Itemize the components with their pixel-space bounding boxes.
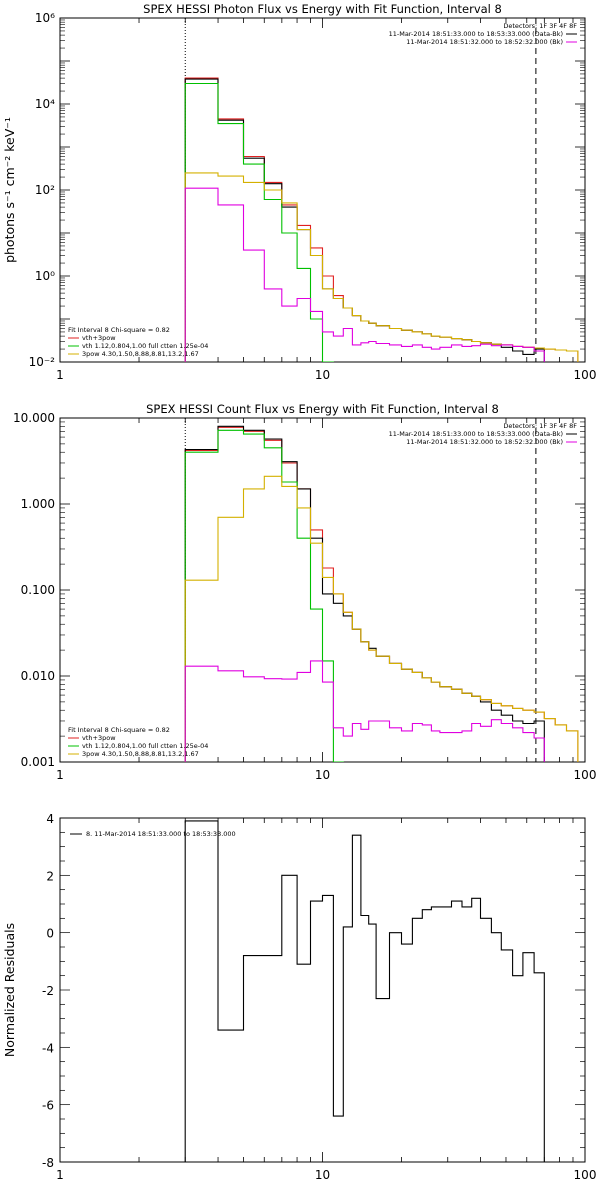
chart-title: SPEX HESSI Count Flux vs Energy with Fit…: [146, 402, 499, 416]
y-tick-label: 10⁴: [35, 97, 55, 111]
plot-frame: [59, 817, 586, 1163]
y-tick-label: 10⁶: [35, 11, 55, 25]
data-series: [184, 820, 545, 1162]
legend-top-entry: 11-Mar-2014 18:51:33.000 to 18:53:33.000…: [389, 30, 563, 38]
data-series: [184, 77, 579, 362]
x-tick-label: 10: [315, 1168, 330, 1182]
histogram-1-series: [184, 78, 545, 362]
legend-bottom-entry: vth+3pow: [82, 334, 116, 342]
x-tick-label: 1: [56, 1168, 64, 1182]
legend-bottom-entry: Fit Interval 8 Chi-square = 0.82: [68, 326, 170, 334]
histogram-4-series: [184, 660, 545, 762]
chart-title: SPEX HESSI Photon Flux vs Energy with Fi…: [143, 2, 502, 16]
legend-top-entry: 11-Mar-2014 18:51:32.000 to 18:52:32.000…: [406, 38, 563, 46]
panel-residuals: 1 10 100 -8 -6 -4 -2 0 2 4 Normalized Residuals 8. …: [2, 812, 596, 1182]
data-series: [184, 425, 579, 762]
legend-bottom-entry: vth 1.12,0.804,1.00 full ctten 1.25e-04: [82, 742, 208, 750]
y-tick-label: 10²: [35, 183, 55, 197]
y-tick-label: 0.100: [21, 583, 55, 597]
vth-series: [184, 82, 334, 362]
legend-bottom-entry: 3pow 4.30,1.50,8.88,8.81,13.2,1.67: [82, 750, 199, 758]
y-tick-label: 0: [46, 927, 54, 941]
panel-photon: SPEX HESSI Photon Flux vs Energy with Fi…: [2, 2, 596, 382]
y-tick-label: -6: [42, 1099, 54, 1113]
y-tick-label: -2: [42, 984, 54, 998]
y-tick-label: -8: [42, 1156, 54, 1170]
vth-series: [184, 429, 344, 762]
legend-top-entry: Detectors: 1F 3F 4F 8F: [503, 422, 577, 430]
histogram-0-series: [184, 820, 545, 1162]
histogram-1-series: [184, 425, 545, 762]
legend-bottom-entry: 3pow 4.30,1.50,8.88,8.81,13.2,1.67: [82, 350, 199, 358]
panel-count: SPEX HESSI Count Flux vs Energy with Fit…: [13, 402, 596, 782]
y-tick-label: -4: [42, 1041, 54, 1055]
y-tick-label: 0.010: [21, 669, 55, 683]
3pow-series: [184, 475, 579, 762]
legend-bottom-entry: vth 1.12,0.804,1.00 full ctten 1.25e-04: [82, 342, 208, 350]
y-tick-label: 1.000: [21, 497, 55, 511]
x-tick-label: 1: [56, 368, 64, 382]
y-axis-label: photons s⁻¹ cm⁻² keV⁻¹: [2, 117, 17, 263]
legend-entry: 8. 11-Mar-2014 18:51:33.000 to 18:53:33.…: [86, 830, 236, 838]
y-axis-label: Normalized Residuals: [2, 923, 17, 1057]
legend-top-entry: 11-Mar-2014 18:51:32.000 to 18:52:32.000…: [406, 438, 563, 446]
y-tick-label: 10⁰: [35, 269, 55, 283]
x-tick-label: 100: [574, 1168, 597, 1182]
legend-bottom-entry: vth+3pow: [82, 734, 116, 742]
x-tick-label: 100: [574, 768, 597, 782]
x-tick-label: 1: [56, 768, 64, 782]
y-tick-label: 2: [46, 869, 54, 883]
y-tick-label: 10.000: [13, 411, 55, 425]
plot-frame: [59, 17, 586, 363]
vth-3pow-series: [184, 426, 579, 762]
histogram-4-series: [184, 187, 545, 362]
vth-3pow-series: [184, 77, 579, 362]
x-tick-label: 10: [315, 368, 330, 382]
y-tick-label: 10⁻²: [29, 355, 56, 369]
legend-bottom-entry: Fit Interval 8 Chi-square = 0.82: [68, 726, 170, 734]
y-tick-label: 0.001: [21, 755, 55, 769]
x-tick-label: 10: [315, 768, 330, 782]
y-tick-label: 4: [46, 812, 54, 826]
legend-top-entry: 11-Mar-2014 18:51:33.000 to 18:53:33.000…: [389, 430, 563, 438]
x-tick-label: 100: [574, 368, 597, 382]
legend-top-entry: Detectors: 1F 3F 4F 8F: [503, 22, 577, 30]
